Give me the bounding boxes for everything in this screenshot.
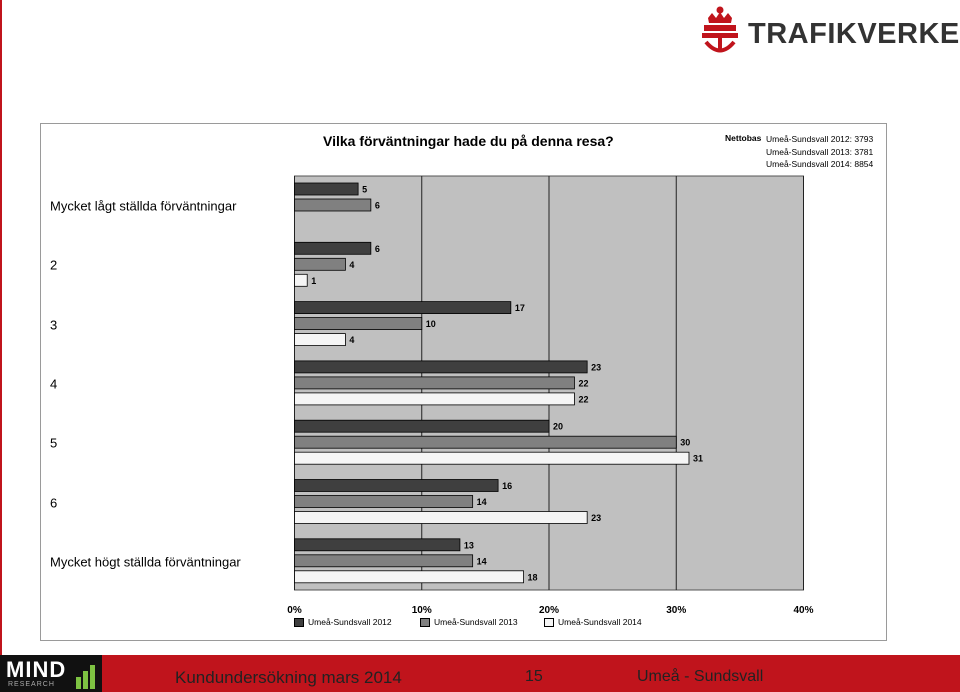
data-label: 18 bbox=[528, 572, 538, 582]
data-label: 17 bbox=[515, 303, 525, 313]
data-label: 23 bbox=[591, 513, 601, 523]
data-label: 1 bbox=[311, 276, 316, 286]
bar bbox=[294, 495, 474, 508]
bar bbox=[294, 419, 550, 433]
bar bbox=[294, 273, 308, 287]
category-label: 4 bbox=[50, 376, 58, 392]
chart-title: Vilka förväntningar hade du på denna res… bbox=[323, 133, 614, 149]
data-label: 4 bbox=[349, 335, 354, 345]
bar bbox=[294, 435, 677, 449]
trafikverket-logo: TRAFIKVERKET bbox=[698, 4, 960, 60]
legend-item: Umeå-Sundsvall 2014 bbox=[544, 617, 642, 627]
bar bbox=[294, 538, 461, 552]
data-label: 16 bbox=[502, 481, 512, 491]
category-label: 3 bbox=[50, 317, 58, 333]
data-label: 10 bbox=[426, 319, 436, 329]
legend-item: Umeå-Sundsvall 2013 bbox=[420, 617, 518, 627]
category-label: 2 bbox=[50, 257, 58, 273]
bar bbox=[294, 198, 372, 212]
page-number: 15 bbox=[525, 668, 543, 685]
logo-wordmark: TRAFIKVERKET bbox=[748, 18, 960, 50]
category-label: Mycket högt ställda förväntningar bbox=[50, 554, 241, 570]
mind-logo-text: MIND bbox=[6, 657, 67, 682]
bar-graph-icon bbox=[76, 665, 95, 689]
net-base-line: Umeå-Sundsvall 2013: 3781 bbox=[766, 146, 874, 157]
net-base-line: Umeå-Sundsvall 2014: 8854 bbox=[766, 159, 874, 169]
legend-item: Umeå-Sundsvall 2012 bbox=[294, 617, 392, 627]
bar bbox=[294, 376, 575, 390]
data-label: 5 bbox=[362, 185, 367, 195]
bar bbox=[294, 392, 575, 406]
bar bbox=[294, 333, 346, 347]
data-label: 31 bbox=[693, 454, 703, 464]
category-label: 6 bbox=[50, 495, 58, 511]
bar bbox=[294, 511, 588, 524]
data-label: 13 bbox=[464, 540, 474, 550]
net-base-label: Nettobas bbox=[725, 133, 762, 143]
data-label: 30 bbox=[680, 438, 690, 448]
category-label: 5 bbox=[50, 435, 58, 451]
footer-bar bbox=[0, 655, 960, 692]
net-base-line: Umeå-Sundsvall 2012: 3793 bbox=[766, 134, 874, 144]
bar bbox=[294, 479, 499, 492]
legend-label: Umeå-Sundsvall 2013 bbox=[434, 617, 518, 627]
left-accent-line bbox=[0, 0, 2, 655]
x-tick-label: 0% bbox=[287, 605, 302, 616]
data-label: 23 bbox=[591, 362, 601, 372]
x-tick-label: 30% bbox=[666, 605, 686, 616]
legend-label: Umeå-Sundsvall 2012 bbox=[308, 617, 392, 627]
legend-swatch bbox=[544, 617, 554, 627]
bar bbox=[294, 317, 423, 331]
data-label: 4 bbox=[349, 260, 354, 270]
data-label: 22 bbox=[578, 394, 588, 404]
bar bbox=[294, 301, 512, 315]
mind-research-logo: MIND RESEARCH bbox=[0, 655, 102, 692]
crown-emblem-icon bbox=[702, 6, 738, 53]
data-label: 22 bbox=[578, 378, 588, 388]
legend-label: Umeå-Sundsvall 2014 bbox=[558, 617, 642, 627]
bar bbox=[294, 451, 690, 465]
data-label: 6 bbox=[375, 201, 380, 211]
legend-swatch bbox=[294, 617, 304, 627]
bar bbox=[294, 182, 359, 196]
bar bbox=[294, 241, 372, 255]
legend-swatch bbox=[420, 617, 430, 627]
bar bbox=[294, 257, 346, 271]
x-tick-label: 10% bbox=[412, 605, 432, 616]
bar bbox=[294, 360, 588, 374]
data-label: 14 bbox=[477, 556, 487, 566]
footer-survey-title: Kundundersökning mars 2014 bbox=[175, 668, 402, 687]
mind-logo-subtext: RESEARCH bbox=[8, 681, 55, 688]
x-tick-label: 40% bbox=[793, 605, 813, 616]
bar bbox=[294, 570, 524, 584]
category-label: Mycket lågt ställda förväntningar bbox=[50, 198, 237, 214]
data-label: 6 bbox=[375, 244, 380, 254]
x-tick-label: 20% bbox=[539, 605, 559, 616]
footer-route: Umeå - Sundsvall bbox=[637, 668, 764, 685]
data-label: 20 bbox=[553, 422, 563, 432]
data-label: 14 bbox=[477, 497, 487, 507]
net-base-values: Umeå-Sundsvall 2012: 3793 Umeå-Sundsvall… bbox=[766, 133, 873, 171]
bar bbox=[294, 554, 474, 568]
